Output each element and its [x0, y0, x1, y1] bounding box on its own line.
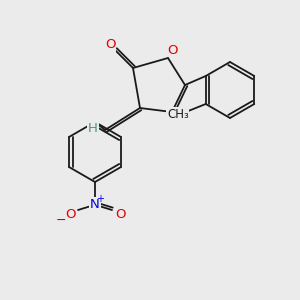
Text: N: N — [174, 110, 184, 124]
Text: O: O — [65, 208, 75, 220]
Text: O: O — [168, 44, 178, 56]
Text: O: O — [115, 208, 125, 220]
Text: CH₃: CH₃ — [167, 107, 189, 121]
Text: −: − — [56, 214, 66, 226]
Text: O: O — [105, 38, 115, 52]
Text: N: N — [90, 197, 100, 211]
Text: H: H — [88, 122, 98, 134]
Text: +: + — [96, 194, 104, 204]
